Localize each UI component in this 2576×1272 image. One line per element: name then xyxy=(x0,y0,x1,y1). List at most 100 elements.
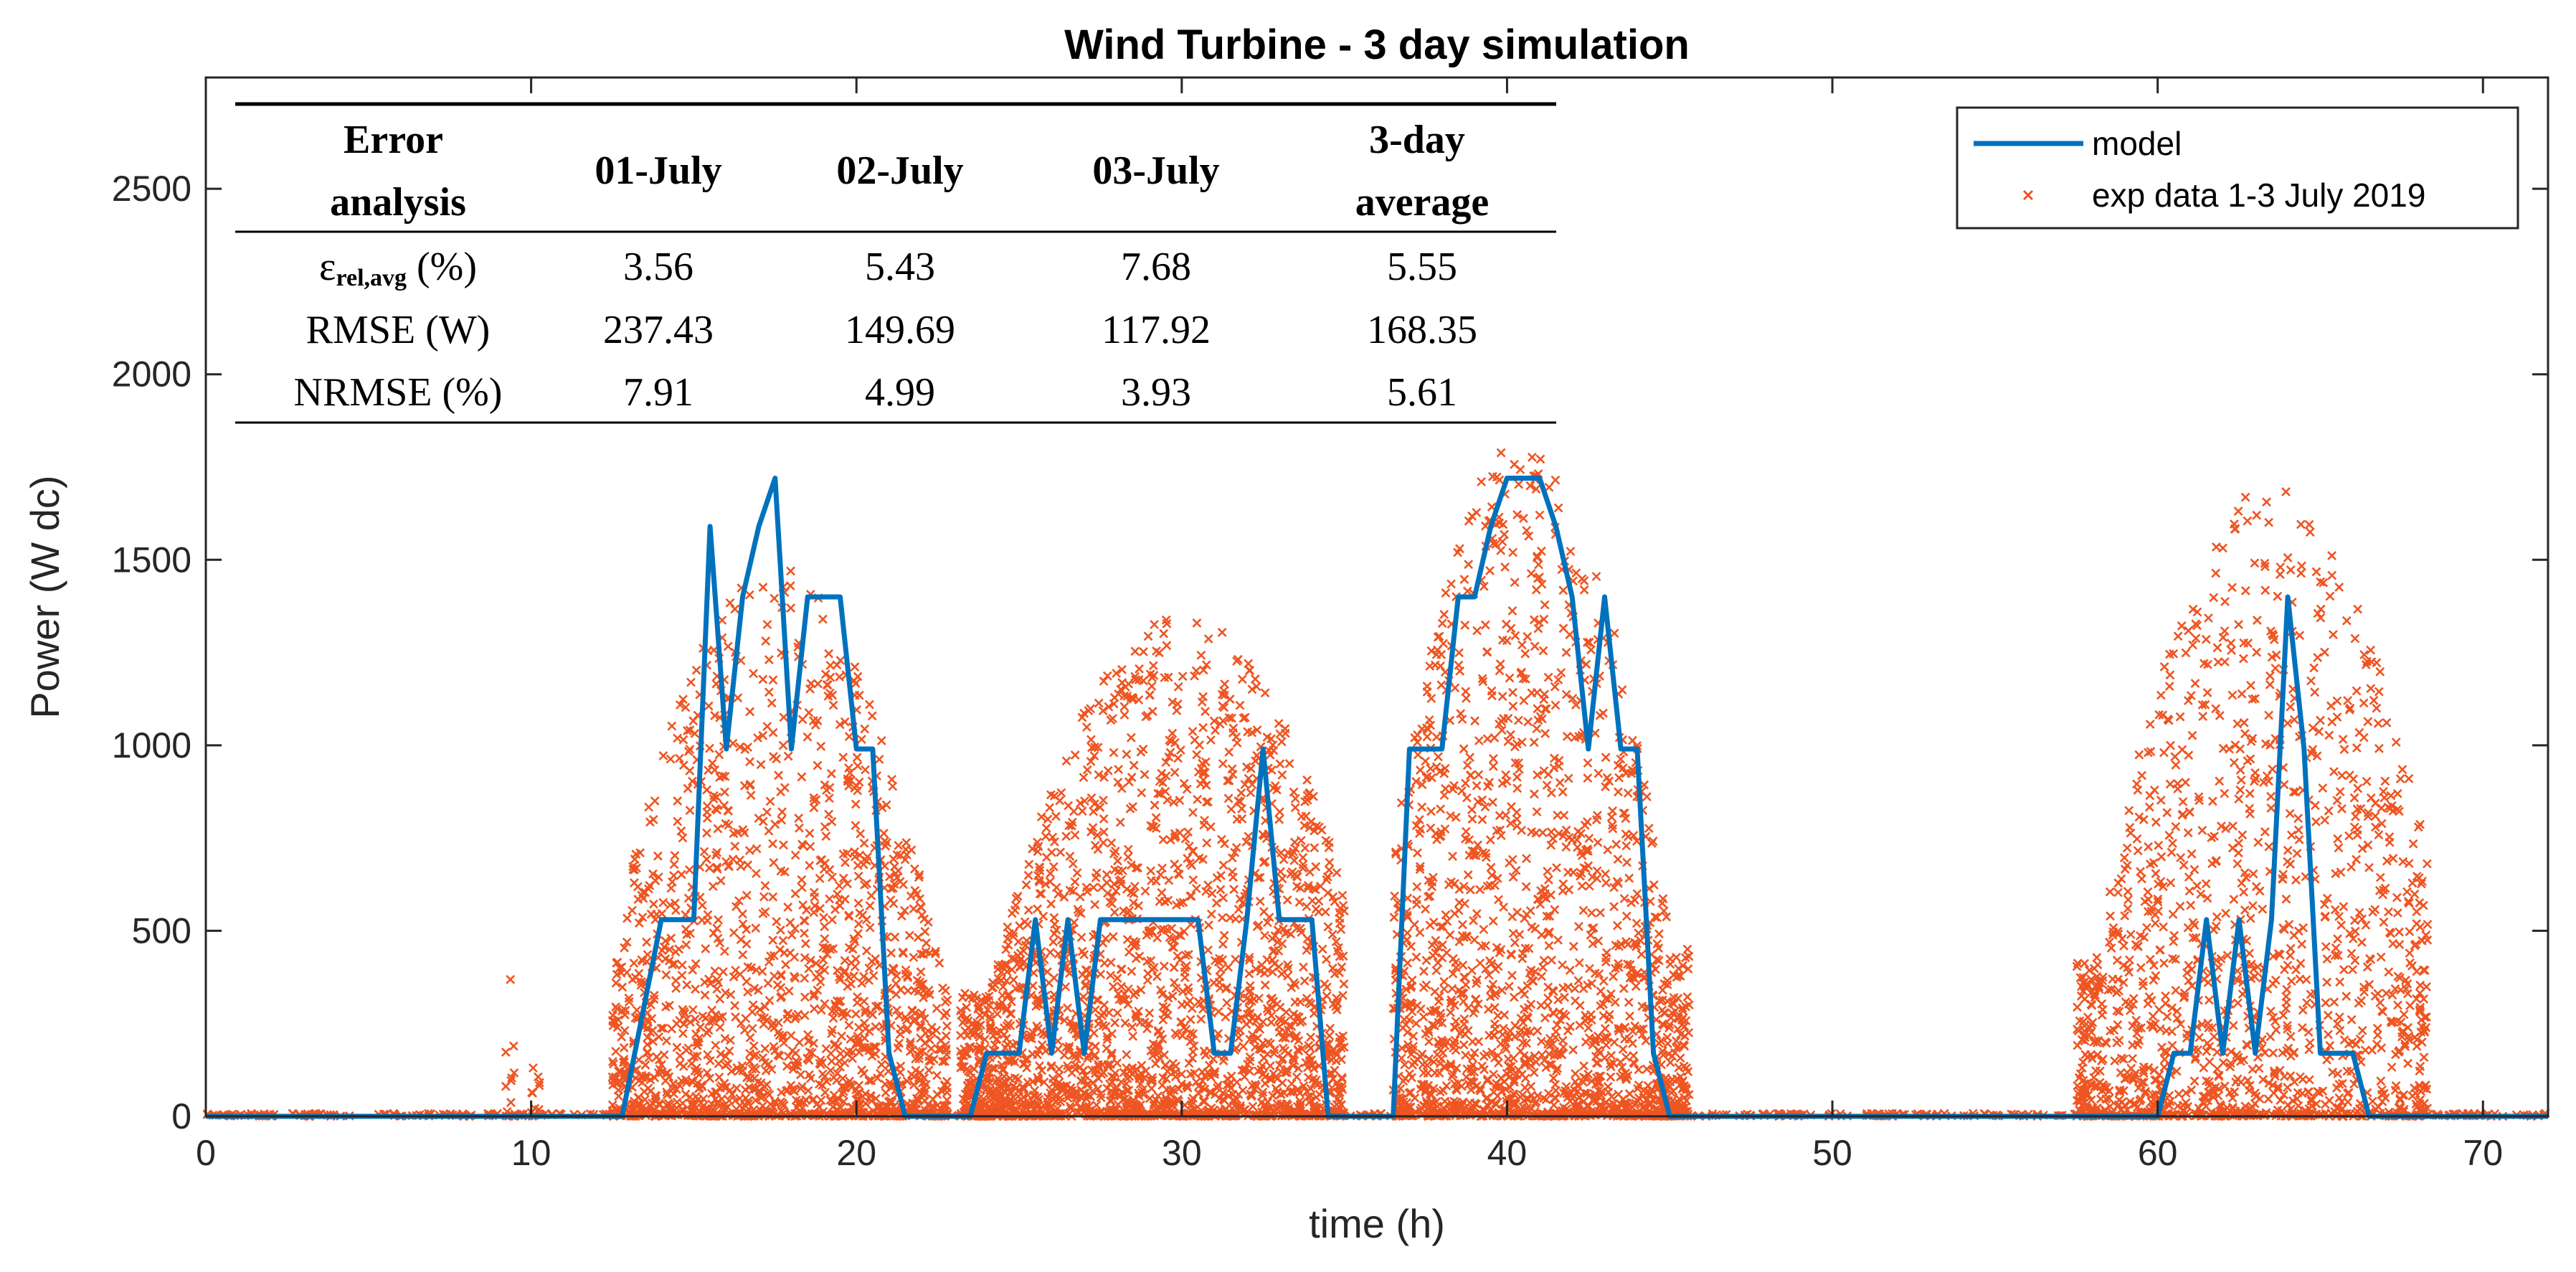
exp-data-point xyxy=(647,1014,657,1024)
exp-data-point xyxy=(620,943,630,953)
exp-data-point xyxy=(712,923,722,933)
exp-data-point xyxy=(613,1078,623,1088)
exp-data-point xyxy=(1098,706,1108,716)
exp-data-point xyxy=(825,783,835,793)
exp-data-point xyxy=(797,772,807,782)
exp-data-point xyxy=(1164,875,1174,885)
exp-data-point xyxy=(676,870,686,880)
exp-data-point xyxy=(712,805,722,815)
exp-data-point xyxy=(645,1086,655,1096)
exp-data-point xyxy=(891,971,901,981)
exp-data-point xyxy=(892,1005,901,1015)
exp-data-point xyxy=(662,1090,672,1100)
exp-data-point xyxy=(1081,722,1092,732)
exp-data-point xyxy=(923,1100,933,1110)
exp-data-point xyxy=(714,915,724,925)
exp-data-point xyxy=(1211,898,1221,908)
exp-data-point xyxy=(734,896,744,905)
exp-data-point xyxy=(624,993,634,1003)
exp-data-point xyxy=(1065,1017,1075,1027)
exp-data-point xyxy=(759,1013,770,1023)
exp-data-point xyxy=(1162,641,1172,651)
exp-data-point xyxy=(1322,954,1331,964)
exp-data-point xyxy=(745,707,755,717)
exp-data-point xyxy=(927,1022,937,1032)
exp-data-point xyxy=(501,1047,511,1057)
exp-data-point xyxy=(1048,937,1059,947)
exp-data-point xyxy=(672,1042,682,1052)
exp-data-point xyxy=(675,1059,685,1069)
exp-data-point xyxy=(911,1093,922,1103)
exp-data-point xyxy=(995,1000,1005,1010)
exp-data-point xyxy=(868,1009,878,1019)
exp-data-point xyxy=(746,791,756,801)
exp-data-point xyxy=(856,735,866,745)
exp-data-point xyxy=(1338,991,1348,1000)
exp-data-point xyxy=(684,865,694,875)
exp-data-point xyxy=(777,1098,787,1108)
exp-data-point xyxy=(678,1028,688,1038)
exp-data-point xyxy=(900,905,909,915)
exp-data-point xyxy=(712,862,722,872)
exp-data-point xyxy=(1337,962,1347,972)
exp-data-point xyxy=(827,915,837,925)
exp-data-point xyxy=(1093,1084,1103,1094)
exp-data-point xyxy=(712,847,722,857)
exp-data-point xyxy=(1005,1009,1015,1019)
exp-data-point xyxy=(506,974,516,984)
exp-data-point xyxy=(1213,1080,1223,1090)
exp-data-point xyxy=(825,865,835,875)
exp-data-point xyxy=(1043,1093,1053,1103)
exp-data-point xyxy=(613,1015,623,1025)
exp-data-point xyxy=(617,1032,627,1042)
exp-data-point xyxy=(821,1044,831,1054)
exp-data-point xyxy=(1231,914,1241,924)
exp-data-point xyxy=(814,1102,824,1112)
exp-data-point xyxy=(1212,873,1222,883)
exp-data-point xyxy=(1035,862,1045,872)
exp-data-point xyxy=(1231,954,1241,964)
exp-data-point xyxy=(858,971,868,981)
exp-data-point xyxy=(1124,1085,1134,1096)
exp-data-point xyxy=(859,854,869,865)
exp-data-point xyxy=(691,958,701,969)
exp-data-point xyxy=(714,750,724,760)
exp-data-point xyxy=(816,1005,826,1015)
exp-data-point xyxy=(1190,735,1200,745)
exp-data-point xyxy=(691,665,701,675)
exp-data-point xyxy=(711,850,721,860)
exp-data-point xyxy=(1055,796,1065,806)
exp-data-point xyxy=(800,953,810,963)
exp-data-point xyxy=(824,793,834,804)
exp-data-point xyxy=(835,1049,846,1059)
exp-data-point xyxy=(638,893,648,903)
exp-data-point xyxy=(1336,925,1346,934)
exp-data-point xyxy=(666,1102,676,1112)
exp-data-point xyxy=(1003,1056,1013,1066)
exp-data-point xyxy=(506,1098,516,1108)
exp-data-point xyxy=(1206,735,1216,745)
exp-data-point xyxy=(632,1005,642,1015)
exp-data-point xyxy=(831,1007,841,1017)
exp-data-point xyxy=(1264,913,1274,923)
exp-data-point xyxy=(851,679,861,689)
exp-data-point xyxy=(761,636,771,646)
exp-data-point xyxy=(1160,897,1170,907)
exp-data-point xyxy=(809,991,819,1002)
exp-data-point xyxy=(752,844,762,854)
exp-data-point xyxy=(1106,971,1115,980)
exp-data-point xyxy=(711,679,721,689)
exp-data-point xyxy=(815,903,825,913)
exp-data-point xyxy=(1147,1083,1157,1093)
exp-data-point xyxy=(509,1068,519,1078)
exp-data-point xyxy=(700,990,710,1000)
exp-data-point xyxy=(828,1013,838,1023)
exp-data-point xyxy=(666,754,676,764)
exp-data-point xyxy=(896,911,906,921)
exp-data-point xyxy=(840,717,850,727)
exp-data-point xyxy=(1314,907,1324,917)
exp-data-point xyxy=(838,873,848,883)
exp-data-point xyxy=(744,590,754,600)
exp-data-point xyxy=(1203,880,1213,890)
exp-data-point xyxy=(758,583,768,593)
